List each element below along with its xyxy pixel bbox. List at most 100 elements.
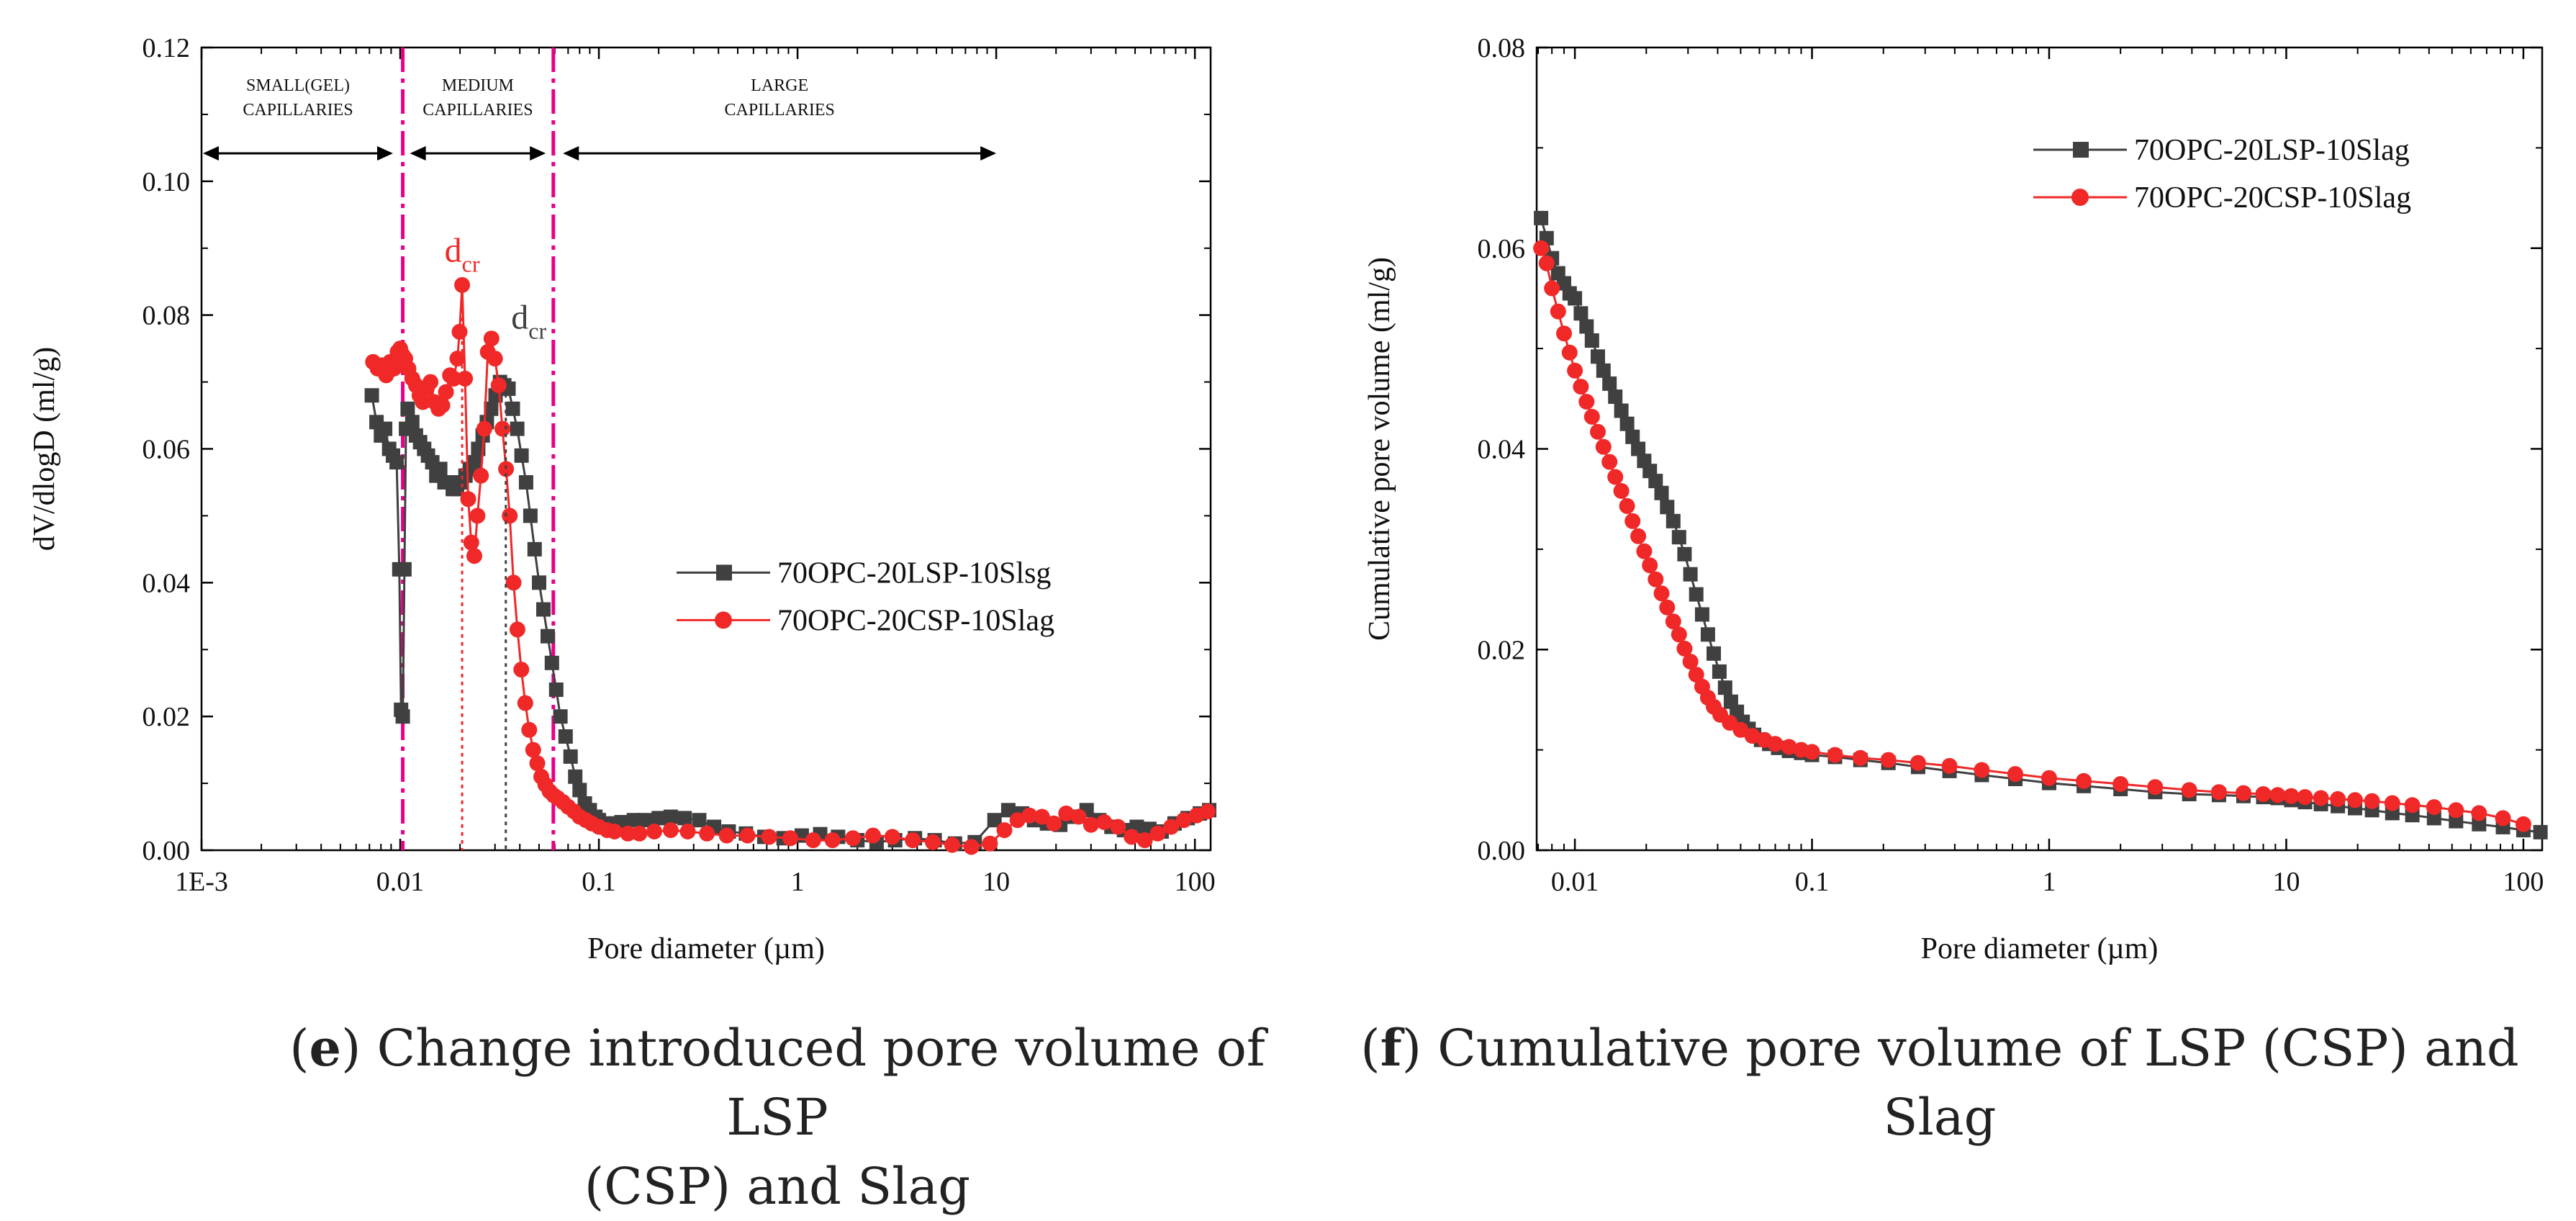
data-point-square xyxy=(536,602,551,617)
data-point-circle xyxy=(490,377,507,394)
y-tick-label: 0.10 xyxy=(143,167,191,197)
caption-f-letter: f xyxy=(1380,1018,1402,1078)
data-point-circle xyxy=(525,742,541,758)
data-point-circle xyxy=(509,621,525,638)
x-tick-label: 0.1 xyxy=(1795,867,1830,897)
data-point-circle xyxy=(2147,779,2164,796)
series-layer xyxy=(1533,210,2548,839)
data-point-circle xyxy=(2269,787,2286,803)
data-point-square xyxy=(527,541,542,557)
data-point-circle xyxy=(1852,749,1868,766)
data-point-square xyxy=(1579,319,1594,334)
data-point-circle xyxy=(905,832,921,849)
data-point-circle xyxy=(2495,810,2511,826)
data-point-square xyxy=(1534,210,1549,225)
data-point-circle xyxy=(469,508,486,524)
region-label-line2: CAPILLARIES xyxy=(725,101,835,120)
data-point-circle xyxy=(606,824,623,839)
data-point-circle xyxy=(805,832,821,849)
data-point-circle xyxy=(1533,240,1550,256)
data-point-circle xyxy=(963,839,980,855)
data-point-square xyxy=(553,709,568,724)
data-point-circle xyxy=(996,822,1013,839)
data-point-circle xyxy=(1880,752,1897,768)
data-point-circle xyxy=(1096,814,1113,830)
data-point-circle xyxy=(662,822,679,839)
data-point-square xyxy=(1619,416,1635,431)
dcr-label: dcr xyxy=(445,231,480,276)
data-point-circle xyxy=(845,830,861,847)
data-point-square xyxy=(677,811,692,826)
x-tick-label: 1 xyxy=(791,867,805,897)
data-point-square xyxy=(1677,546,1692,562)
caption-e: (e) Change introduced pore volume of LSP… xyxy=(274,1014,1281,1221)
data-point-circle xyxy=(1804,744,1820,760)
caption-f: (f) Cumulative pore volume of LSP (CSP) … xyxy=(1328,1014,2552,1152)
data-point-circle xyxy=(2448,802,2464,819)
data-point-circle xyxy=(2515,816,2531,832)
data-point-square xyxy=(1573,306,1588,321)
x-tick-label: 0.01 xyxy=(376,867,425,897)
data-point-circle xyxy=(1636,543,1653,559)
data-point-circle xyxy=(1613,483,1630,499)
data-point-circle xyxy=(620,825,636,842)
y-tick-label: 0.02 xyxy=(143,702,191,732)
data-point-circle xyxy=(498,461,515,477)
data-point-circle xyxy=(2283,788,2300,804)
data-point-circle xyxy=(454,276,471,293)
data-point-circle xyxy=(646,824,662,839)
data-point-circle xyxy=(1567,362,1583,379)
data-point-circle xyxy=(1573,379,1589,395)
y-axis-title: Cumulative pore volume (ml/g) xyxy=(1363,257,1396,641)
data-point-circle xyxy=(1163,819,1180,835)
caption-e-line1: Change introduced pore volume of LSP xyxy=(376,1019,1265,1147)
x-tick-label: 100 xyxy=(2503,867,2544,897)
data-point-circle xyxy=(1941,757,1958,774)
data-point-square xyxy=(568,769,583,784)
data-point-circle xyxy=(1583,408,1600,425)
data-point-circle xyxy=(451,323,468,340)
data-point-circle xyxy=(2181,782,2197,798)
legend-entry: 70OPC-20LSP-10Slag xyxy=(2033,134,2410,167)
data-point-circle xyxy=(2007,766,2023,783)
data-point-circle xyxy=(1199,803,1216,820)
data-point-circle xyxy=(1110,819,1126,835)
data-point-square xyxy=(1614,403,1629,418)
data-point-circle xyxy=(1619,497,1635,514)
region-arrow-head-right xyxy=(377,146,394,161)
x-tick-label: 10 xyxy=(982,867,1010,897)
x-tick-label: 10 xyxy=(2272,867,2300,897)
data-point-square xyxy=(987,813,1002,828)
y-tick-label: 0.04 xyxy=(1478,435,1526,465)
legend-entry: 70OPC-20LSP-10Slsg xyxy=(677,557,1051,590)
region-arrow-head-left xyxy=(410,146,426,161)
data-point-square xyxy=(2449,814,2464,829)
data-point-circle xyxy=(1601,454,1618,470)
data-point-circle xyxy=(761,829,777,845)
data-point-circle xyxy=(824,832,841,849)
data-point-square xyxy=(1648,474,1663,489)
data-point-circle xyxy=(517,695,533,711)
y-tick-label: 0.06 xyxy=(143,435,191,465)
data-point-circle xyxy=(460,491,476,508)
data-point-circle xyxy=(2384,795,2400,811)
caption-e-letter: e xyxy=(309,1018,342,1078)
data-point-circle xyxy=(513,662,530,678)
data-point-square xyxy=(1717,680,1732,695)
legend-marker-circle xyxy=(715,611,732,629)
data-point-circle xyxy=(1544,280,1560,297)
plot-frame xyxy=(200,46,1212,852)
data-point-square xyxy=(663,809,678,824)
x-tick-label: 0.01 xyxy=(1551,867,1599,897)
data-point-circle xyxy=(487,351,503,367)
data-point-circle xyxy=(1732,721,1749,738)
data-point-square xyxy=(1602,376,1617,391)
region-label-line2: CAPILLARIES xyxy=(243,101,353,120)
data-point-circle xyxy=(473,467,489,484)
data-point-circle xyxy=(1630,528,1647,544)
dcr-label: dcr xyxy=(511,298,546,343)
data-point-square xyxy=(433,461,448,477)
data-point-circle xyxy=(476,420,492,437)
data-point-square xyxy=(389,455,405,470)
data-point-circle xyxy=(529,755,546,772)
